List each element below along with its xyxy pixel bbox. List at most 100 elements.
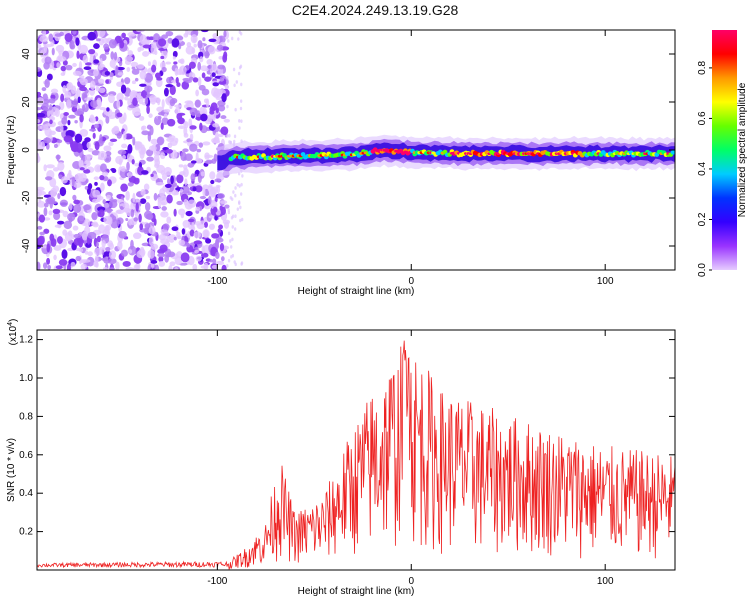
- exponent-base: (x10: [8, 325, 19, 345]
- noise-blob: [141, 89, 148, 99]
- noise-blob: [99, 57, 103, 67]
- noise-blob: [161, 206, 167, 211]
- noise-blob: [46, 243, 51, 253]
- noise-blob: [106, 107, 110, 112]
- noise-blob: [211, 63, 218, 73]
- noise-blob: [73, 204, 82, 213]
- noise-blob: [194, 109, 198, 115]
- x-tick-label: 100: [597, 576, 614, 587]
- noise-blob: [160, 201, 166, 206]
- colorbar-label: Normalized spectral amplitude: [737, 82, 748, 217]
- noise-blob: [44, 56, 52, 65]
- noise-blob: [83, 66, 92, 71]
- noise-blob: [198, 84, 206, 91]
- noise-blob: [200, 171, 205, 177]
- noise-blob: [169, 140, 178, 146]
- noise-blob: [105, 79, 109, 84]
- noise-blob: [238, 30, 242, 34]
- noise-blob: [116, 209, 122, 214]
- x-tick-label: -100: [207, 276, 227, 287]
- noise-blob: [165, 83, 174, 88]
- noise-blob: [192, 186, 197, 192]
- noise-blob: [44, 78, 50, 88]
- noise-blob: [160, 55, 165, 60]
- noise-blob: [186, 242, 191, 248]
- y-tick-label: -40: [21, 238, 32, 253]
- noise-blob: [160, 211, 169, 218]
- noise-blob: [87, 31, 96, 41]
- noise-blob: [46, 110, 51, 117]
- noise-blob: [204, 154, 214, 159]
- noise-blob: [190, 160, 197, 164]
- noise-blob: [137, 166, 142, 173]
- noise-blob: [125, 190, 130, 201]
- noise-blob: [92, 198, 99, 204]
- noise-blob: [218, 104, 226, 112]
- noise-blob: [127, 98, 132, 107]
- noise-blob: [88, 183, 93, 190]
- noise-blob: [50, 238, 57, 247]
- noise-blob: [115, 65, 119, 75]
- noise-blob: [203, 221, 208, 228]
- noise-blob: [220, 126, 229, 136]
- noise-blob: [197, 76, 202, 87]
- noise-blob: [109, 267, 115, 270]
- noise-blob: [192, 263, 198, 270]
- noise-blob: [101, 171, 109, 177]
- noise-blob: [91, 149, 101, 156]
- noise-blob: [72, 62, 77, 68]
- noise-blob: [163, 166, 172, 176]
- spectrogram-panel: -100 0 100 -40 -20 0 20 40 Height of straight li…: [6, 29, 676, 297]
- noise-blob: [37, 67, 42, 72]
- noise-blob: [68, 169, 72, 177]
- noise-blob: [124, 77, 131, 85]
- noise-blob: [146, 81, 152, 86]
- noise-blob: [43, 207, 48, 217]
- noise-blob: [118, 230, 127, 239]
- noise-blob: [189, 229, 195, 237]
- noise-blob: [110, 51, 115, 60]
- noise-blob: [166, 118, 176, 127]
- noise-blob: [104, 70, 111, 76]
- noise-blob: [185, 210, 193, 217]
- noise-blob: [146, 87, 150, 97]
- noise-blob: [184, 100, 193, 105]
- noise-blob: [37, 44, 42, 49]
- noise-blob: [56, 139, 63, 144]
- noise-blob: [77, 215, 85, 225]
- noise-blob: [232, 190, 235, 194]
- noise-blob: [212, 82, 219, 87]
- noise-blob: [158, 256, 164, 263]
- noise-blob: [101, 240, 106, 248]
- noise-blob: [61, 249, 68, 260]
- noise-blob: [137, 63, 145, 69]
- noise-blob: [61, 176, 68, 184]
- noise-blob: [136, 250, 145, 259]
- noise-blob: [63, 220, 73, 230]
- noise-blob: [226, 134, 229, 138]
- noise-blob: [172, 50, 178, 58]
- y-axis-exponent: (x104): [7, 319, 19, 346]
- noise-blob: [70, 85, 77, 95]
- noise-blob: [98, 224, 106, 234]
- noise-blob: [79, 114, 84, 123]
- y-tick-label: 0.4: [19, 488, 33, 499]
- noise-blob: [176, 200, 183, 206]
- noise-blob: [120, 165, 126, 172]
- noise-blob: [60, 124, 64, 133]
- exponent-power: 4: [7, 322, 14, 326]
- noise-blob: [229, 195, 233, 200]
- noise-blob: [228, 133, 231, 138]
- noise-blob: [164, 183, 172, 188]
- noise-blob: [203, 230, 209, 238]
- noise-blob: [133, 264, 140, 270]
- noise-blob: [204, 205, 211, 210]
- noise-blob: [89, 128, 97, 132]
- noise-blob: [89, 80, 96, 91]
- noise-blob: [167, 178, 171, 185]
- noise-blob: [187, 218, 195, 223]
- noise-blob: [216, 185, 221, 194]
- noise-blob: [46, 73, 53, 81]
- noise-blob: [132, 192, 136, 203]
- noise-blob: [239, 106, 243, 111]
